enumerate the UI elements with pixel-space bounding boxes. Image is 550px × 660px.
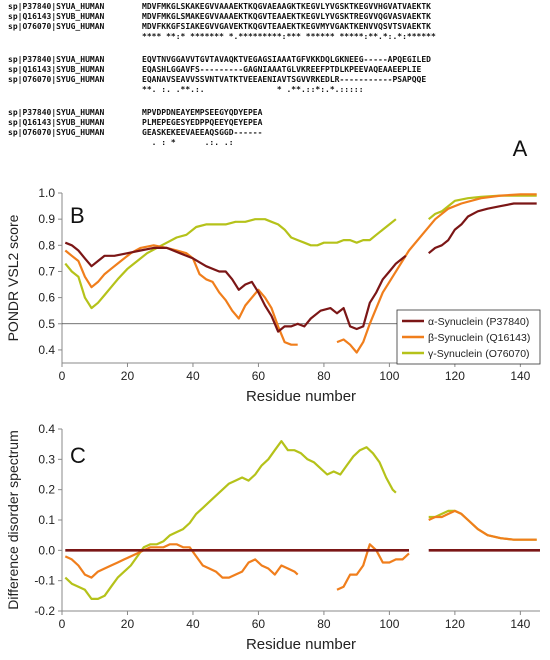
sequence-text: EQASHLGGAVFS---------GAGNIAAATGLVKREEFPT… [142,65,422,74]
x-tick-label: 40 [186,369,200,383]
y-tick-label: 0.5 [38,317,55,331]
alignment-block: sp|P37840|SYUA_HUMAN MDVFMKGLSKAKEGVVAAAE… [8,2,436,42]
consensus-row: . : * .:. .: [8,138,436,148]
x-tick-label: 80 [317,369,331,383]
y-tick-label: 0.6 [38,291,55,305]
y-tick-label: 0.4 [38,422,55,436]
series-line-1 [428,509,537,541]
y-tick-label: 0.7 [38,264,55,278]
panel-label: B [70,203,85,228]
sequence-text: MDVFKKGFSIAKEGVVGAVEKTKQGVTEAAEKTKEGVMYV… [142,22,431,31]
y-tick-label: 0.4 [38,343,55,357]
alignment-block: sp|P37840|SYUA_HUMAN MPVDPDNEAYEMPSEEGYQD… [8,108,436,148]
alignment-row: sp|P37840|SYUA_HUMAN EQVTNVGGAVVTGVTAVAQK… [8,55,436,65]
y-axis-label: Difference disorder spectrum [5,430,21,609]
sequence-id: sp|Q16143|SYUB_HUMAN [8,12,105,21]
x-axis-label: Residue number [246,636,356,653]
sequence-alignment: sp|P37840|SYUA_HUMAN MDVFMKGLSKAKEGVVAAAE… [8,2,436,161]
series-line-1 [64,543,299,579]
consensus-row: **** **:* ******* *.*********:*** ******… [8,32,436,42]
alignment-row: sp|O76070|SYUG_HUMAN EQANAVSEAVVSSVNTVATK… [8,75,436,85]
x-tick-label: 60 [252,369,266,383]
sequence-id: sp|O76070|SYUG_HUMAN [8,75,105,84]
y-tick-label: 1.0 [38,186,55,200]
panel-label: A [513,136,528,161]
x-tick-label: 0 [59,369,66,383]
sequence-text: MDVFMKGLSKAKEGVVAAAEKTKQGVAEAAGKTKEGVLYV… [142,2,431,11]
x-tick-label: 100 [379,369,399,383]
y-tick-label: 0.2 [38,483,55,497]
alignment-row: sp|Q16143|SYUB_HUMAN EQASHLGGAVFS--------… [8,65,436,75]
y-tick-label: -0.2 [34,604,55,618]
sequence-text: MDVFMKGLSMAKEGVVAAAEKTKQGVTEAAEKTKEGVLYV… [142,12,431,21]
alignment-block: sp|P37840|SYUA_HUMAN EQVTNVGGAVVTGVTAVAQK… [8,55,436,95]
x-tick-label: 120 [445,617,465,631]
chart-panel-c: 0 20 40 60 80 100 120 140 -0.2 -0.1 0.0 0.1 0.2 0.3 0.… [5,422,540,653]
alignment-row: sp|P37840|SYUA_HUMAN MDVFMKGLSKAKEGVVAAAE… [8,2,436,12]
series-line-2 [64,440,397,600]
y-tick-label: 0.3 [38,452,55,466]
legend-entry: β-Synuclein (Q16143) [428,332,530,344]
series-line-2 [64,218,397,310]
sequence-id: sp|P37840|SYUA_HUMAN [8,2,105,11]
series-line-0 [428,202,537,255]
x-tick-label: 20 [121,369,135,383]
alignment-row: sp|P37840|SYUA_HUMAN MPVDPDNEAYEMPSEEGYQD… [8,108,436,118]
consensus-text: **. :. .**.:. * .**.::*:.*.::::: [142,85,364,94]
x-tick-label: 60 [252,617,266,631]
series-line-1 [336,193,537,354]
y-tick-label: 0.8 [38,238,55,252]
sequence-text: PLMEPEGESYEDPPQEEYQEYEPEA [142,118,263,127]
x-tick-label: 100 [379,617,399,631]
sequence-id: sp|P37840|SYUA_HUMAN [8,55,105,64]
consensus-text: **** **:* ******* *.*********:*** ******… [142,32,436,41]
x-tick-label: 140 [510,617,530,631]
alignment-row: sp|Q16143|SYUB_HUMAN MDVFMKGLSMAKEGVVAAAE… [8,12,436,22]
x-tick-label: 80 [317,617,331,631]
panel-label: C [70,443,86,468]
x-tick-label: 20 [121,617,135,631]
consensus-row: **. :. .**.:. * .**.::*:.*.::::: [8,85,436,95]
x-tick-label: 120 [445,369,465,383]
x-axis-label: Residue number [246,388,356,405]
y-tick-label: 0.0 [38,543,55,557]
alignment-row: sp|Q16143|SYUB_HUMAN PLMEPEGESYEDPPQEEYQE… [8,118,436,128]
sequence-text: MPVDPDNEAYEMPSEEGYQDYEPEA [142,108,263,117]
y-axis-label: PONDR VSL2 score [5,214,21,341]
legend-entry: α-Synuclein (P37840) [428,316,529,328]
sequence-text: GEASKEKEEVAEEAQSGGD------ [142,128,263,137]
series-line-0 [64,241,407,333]
chart-panel-b: 0 20 40 60 80 100 120 140 0.4 0.5 0.6 0.7 0.8 0.9 1.0 R… [5,186,541,405]
x-tick-label: 40 [186,617,200,631]
sequence-text: EQVTNVGGAVVTGVTAVAQKTVEGAGSIAAATGFVKKDQL… [142,55,431,64]
sequence-id: sp|P37840|SYUA_HUMAN [8,108,105,117]
alignment-row: sp|O76070|SYUG_HUMAN MDVFKKGFSIAKEGVVGAVE… [8,22,436,32]
series-line-1 [336,543,410,591]
series-line-2 [428,194,537,221]
x-tick-label: 140 [510,369,530,383]
disorder-charts: 0 20 40 60 80 100 120 140 0.4 0.5 0.6 0.7 0.8 0.9 1.0 R… [5,186,541,653]
alignment-row: sp|O76070|SYUG_HUMAN GEASKEKEEVAEEAQSGGD-… [8,128,436,138]
y-tick-label: -0.1 [34,574,55,588]
x-tick-label: 0 [59,617,66,631]
sequence-id: sp|Q16143|SYUB_HUMAN [8,65,105,74]
sequence-text: EQANAVSEAVVSSVNTVATKTVEEAENIAVTSGVVRKEDL… [142,75,427,84]
sequence-id: sp|O76070|SYUG_HUMAN [8,128,105,137]
sequence-id: sp|Q16143|SYUB_HUMAN [8,118,105,127]
series-line-1 [64,244,298,346]
consensus-text: . : * .:. .: [142,138,234,147]
sequence-id: sp|O76070|SYUG_HUMAN [8,22,105,31]
y-tick-label: 0.1 [38,513,55,527]
y-tick-label: 0.9 [38,212,55,226]
legend-entry: γ-Synuclein (O76070) [428,348,530,360]
